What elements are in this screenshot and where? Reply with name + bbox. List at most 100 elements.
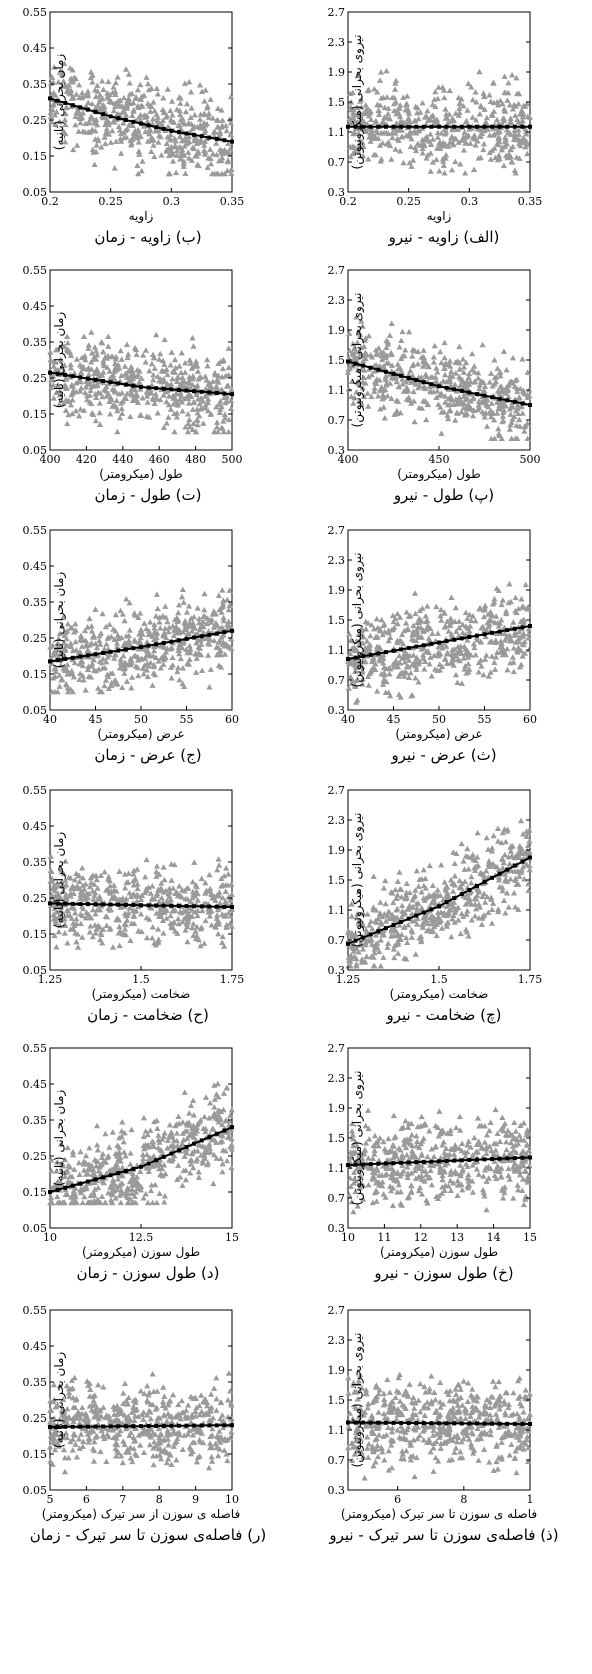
scatter-point bbox=[469, 412, 477, 419]
scatter-point bbox=[98, 144, 105, 150]
scatter-point bbox=[149, 682, 156, 688]
scatter-point bbox=[169, 112, 176, 118]
scatter-point bbox=[365, 643, 372, 650]
scatter-point bbox=[376, 910, 384, 916]
scatter-point bbox=[221, 394, 228, 400]
scatter-point bbox=[484, 611, 492, 617]
scatter-point bbox=[472, 142, 479, 148]
scatter-point bbox=[178, 392, 185, 399]
fit-marker bbox=[497, 124, 502, 129]
scatter-point bbox=[471, 644, 478, 651]
scatter-point bbox=[435, 401, 442, 408]
scatter-point bbox=[202, 87, 209, 93]
scatter-point bbox=[444, 401, 452, 408]
scatter-point bbox=[473, 1166, 480, 1172]
scatter-point bbox=[465, 1138, 472, 1144]
scatter-point bbox=[105, 333, 112, 340]
scatter-point bbox=[434, 369, 441, 375]
scatter-point bbox=[393, 110, 400, 117]
scatter-point bbox=[374, 688, 381, 694]
scatter-point bbox=[86, 883, 94, 890]
scatter-point bbox=[153, 892, 160, 898]
scatter-point bbox=[211, 893, 218, 899]
plot-frame bbox=[347, 269, 531, 451]
scatter-point bbox=[365, 332, 372, 339]
scatter-point bbox=[410, 157, 417, 163]
scatter-point bbox=[62, 121, 69, 128]
scatter-point bbox=[137, 96, 144, 102]
scatter-point bbox=[132, 663, 140, 669]
scatter-point bbox=[67, 352, 75, 358]
scatter-point bbox=[94, 389, 102, 395]
scatter-point bbox=[483, 652, 490, 658]
scatter-point bbox=[97, 872, 104, 878]
scatter-point bbox=[424, 920, 432, 927]
scatter-point bbox=[516, 634, 524, 640]
scatter-point bbox=[368, 371, 375, 378]
scatter-point bbox=[476, 606, 483, 612]
y-axis-label: زمان بحرانی (ثانیه) bbox=[52, 572, 67, 669]
scatter-point bbox=[510, 619, 517, 625]
scatter-point bbox=[147, 108, 154, 114]
scatter-point bbox=[512, 875, 519, 882]
scatter-point bbox=[356, 641, 363, 648]
x-axis-label: عرض (میکرومتر) bbox=[97, 727, 184, 742]
scatter-point bbox=[153, 910, 160, 916]
scatter-point bbox=[345, 685, 352, 691]
scatter-point bbox=[456, 1127, 464, 1133]
scatter-point bbox=[58, 866, 65, 873]
scatter-point bbox=[491, 666, 499, 672]
scatter-point bbox=[154, 114, 161, 120]
scatter-point bbox=[501, 826, 508, 832]
scatter-point bbox=[367, 116, 375, 123]
x-tick-label: 50 bbox=[134, 713, 148, 726]
scatter-point bbox=[377, 919, 385, 925]
scatter-point bbox=[77, 388, 84, 394]
scatter-point bbox=[61, 60, 68, 66]
scatter-point bbox=[488, 400, 495, 406]
scatter-point bbox=[137, 133, 144, 139]
scatter-point bbox=[109, 944, 117, 950]
scatter-point bbox=[187, 393, 195, 399]
scatter-point bbox=[495, 101, 502, 108]
scatter-point bbox=[475, 889, 483, 895]
scatter-point bbox=[434, 1195, 442, 1202]
scatter-point bbox=[122, 884, 129, 891]
scatter-point bbox=[390, 100, 398, 107]
scatter-point bbox=[396, 922, 403, 928]
scatter-point bbox=[174, 930, 181, 936]
scatter-point bbox=[176, 627, 183, 633]
scatter-point bbox=[484, 893, 491, 900]
scatter-point bbox=[448, 933, 455, 940]
scatter-point bbox=[499, 100, 506, 107]
scatter-point bbox=[71, 659, 78, 666]
scatter-point bbox=[463, 929, 470, 935]
fit-marker bbox=[230, 905, 234, 909]
scatter-point bbox=[87, 673, 95, 680]
scatter-point bbox=[439, 155, 446, 162]
scatter-point bbox=[348, 913, 355, 919]
scatter-point bbox=[375, 107, 382, 114]
scatter-point bbox=[164, 387, 171, 394]
scatter-point bbox=[445, 628, 452, 634]
scatter-point bbox=[174, 618, 181, 625]
y-tick-label: 1.1 bbox=[328, 126, 346, 139]
scatter-point bbox=[166, 135, 174, 142]
fit-marker bbox=[116, 648, 121, 653]
fit-marker bbox=[123, 118, 128, 122]
scatter-point bbox=[47, 356, 54, 363]
scatter-point bbox=[355, 920, 362, 926]
scatter-point bbox=[118, 405, 125, 412]
scatter-point bbox=[78, 384, 85, 391]
scatter-point bbox=[456, 648, 464, 655]
scatter-point bbox=[431, 923, 438, 930]
scatter-point bbox=[520, 388, 527, 395]
scatter-point bbox=[158, 894, 165, 901]
scatter-point bbox=[391, 86, 399, 92]
fit-marker bbox=[391, 371, 396, 376]
scatter-point bbox=[58, 676, 65, 683]
scatter-point bbox=[519, 641, 526, 647]
scatter-point bbox=[217, 130, 224, 137]
y-tick-label: 0.35 bbox=[23, 78, 48, 91]
scatter-point bbox=[149, 895, 156, 901]
